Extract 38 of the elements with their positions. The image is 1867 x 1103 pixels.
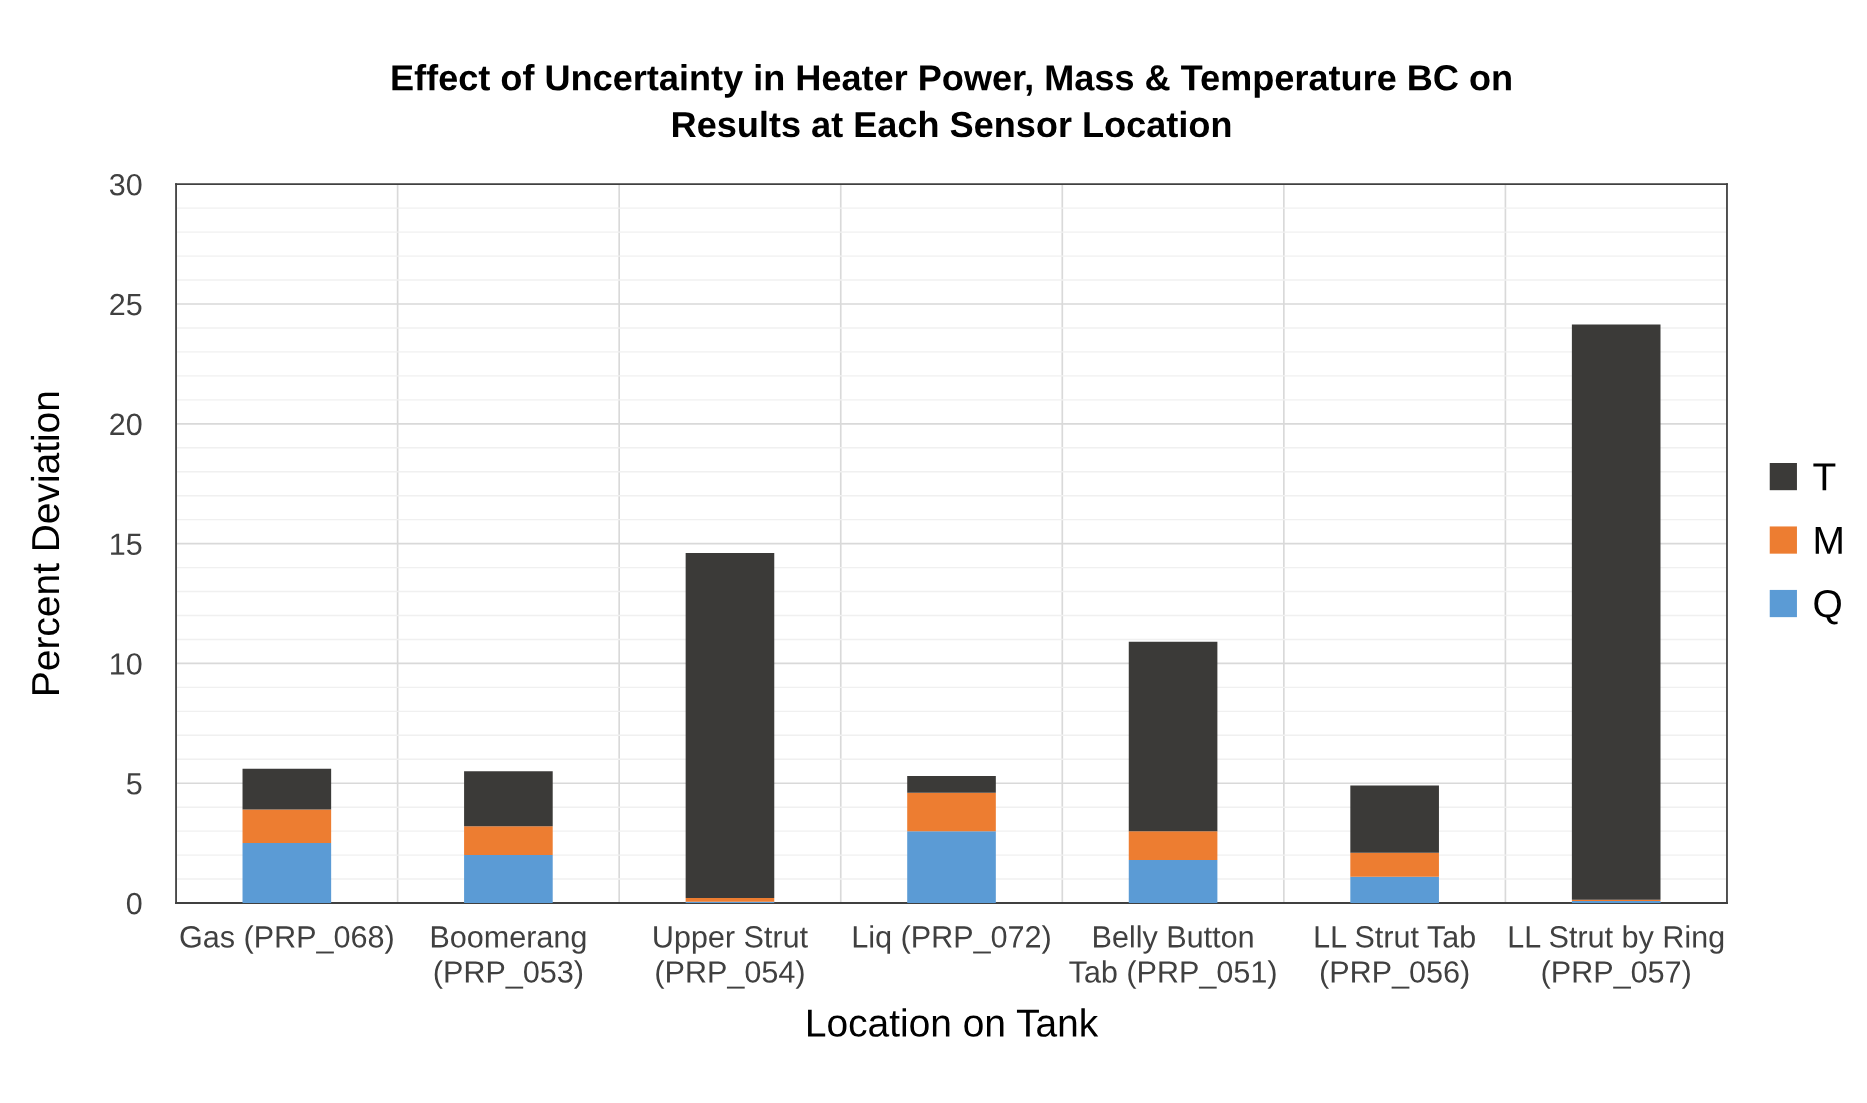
bar — [464, 826, 553, 856]
bar — [1128, 641, 1218, 832]
y-tick-label: 15 — [111, 533, 142, 555]
bar — [907, 831, 996, 904]
bar — [242, 809, 332, 844]
y-axis-title: Percent Deviation — [30, 392, 60, 694]
bar — [242, 843, 332, 904]
bar — [685, 897, 775, 902]
x-tick-label: Upper Strut (PRP_054) — [654, 926, 808, 989]
bar — [685, 552, 775, 898]
bar — [1350, 852, 1439, 877]
chart-title: Effect of Uncertainty in Heater Power, Mass & Temperature BC on Results at Each Sensor Location — [392, 64, 1511, 138]
x-tick-label: Gas (PRP_068) — [180, 925, 393, 954]
bar — [464, 855, 553, 904]
x-tick-label: LL Strut by Ring (PRP_057) — [1509, 925, 1724, 989]
bar — [1128, 859, 1218, 904]
y-tick-label: 25 — [110, 293, 142, 316]
x-tick-label: LL Strut Tab (PRP_056) — [1315, 925, 1475, 989]
y-tick-label: 20 — [110, 413, 142, 436]
bar — [464, 771, 553, 827]
bar — [1350, 785, 1439, 853]
y-tick-label: 5 — [126, 773, 142, 795]
bar — [1128, 831, 1218, 860]
bar — [242, 768, 332, 810]
bar — [1571, 324, 1661, 900]
legend-label: Q — [1814, 589, 1841, 625]
bar — [907, 792, 996, 832]
y-tick-label: 0 — [126, 892, 142, 915]
x-tick-label: Belly Button Tab (PRP_051) — [1069, 925, 1276, 989]
x-tick-label: Boomerang (PRP_053) — [431, 926, 586, 989]
x-axis-title: Location on Tank — [808, 1008, 1099, 1037]
legend-label: M — [1815, 526, 1842, 554]
legend-label: T — [1813, 463, 1836, 491]
y-tick-label: 10 — [111, 653, 142, 675]
y-tick-label: 30 — [109, 173, 142, 196]
bar — [1350, 876, 1439, 904]
x-tick-label: Liq (PRP_072) — [853, 925, 1050, 954]
bar — [907, 776, 996, 793]
